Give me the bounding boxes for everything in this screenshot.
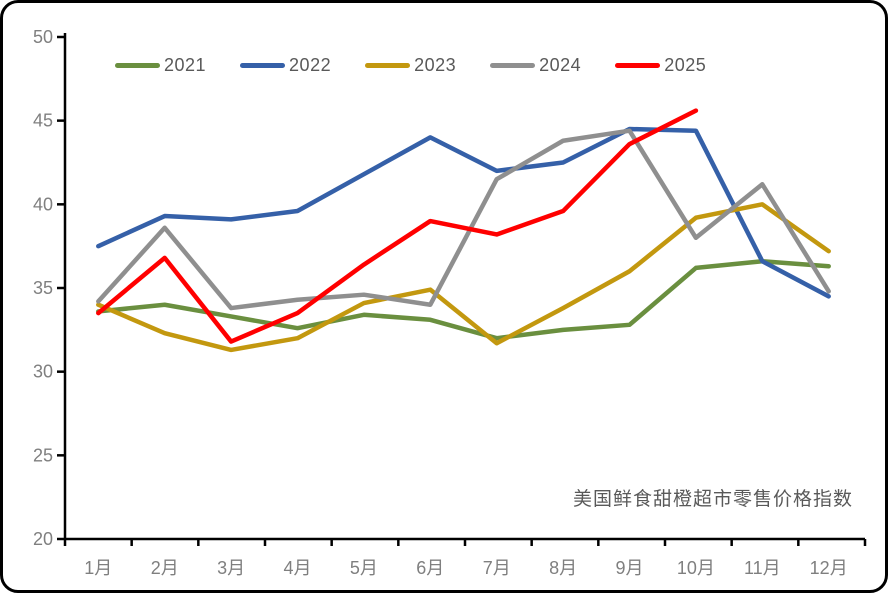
chart-legend: 2021 2022 2023 2024 2025 (115, 55, 706, 76)
x-tick-label: 3月 (217, 558, 245, 578)
legend-item-2023: 2023 (365, 55, 456, 76)
x-tick-label: 2月 (151, 558, 179, 578)
x-tick-label: 1月 (84, 558, 112, 578)
y-tick-label: 35 (33, 278, 53, 298)
legend-swatch-2025 (615, 63, 661, 68)
x-tick-label: 11月 (744, 558, 781, 578)
y-tick-label: 30 (33, 362, 53, 382)
legend-swatch-2024 (490, 63, 536, 68)
legend-label-2025: 2025 (664, 55, 707, 75)
legend-label-2021: 2021 (164, 55, 207, 75)
series-line-2021 (96, 258, 831, 341)
series-line-2024 (96, 128, 831, 311)
legend-label-2023: 2023 (414, 55, 457, 75)
legend-item-2024: 2024 (490, 55, 581, 76)
x-tick-label: 9月 (615, 558, 643, 578)
x-tick-label: 8月 (549, 558, 577, 578)
x-tick-label: 10月 (677, 558, 715, 578)
series-line-2025 (96, 108, 699, 344)
x-tick-label: 5月 (350, 558, 378, 578)
legend-item-2022: 2022 (240, 55, 331, 76)
x-tick-label: 12月 (810, 558, 848, 578)
y-tick-label: 45 (33, 111, 53, 131)
chart-annotation: 美国鲜食甜橙超市零售价格指数 (572, 489, 853, 510)
y-tick-label: 50 (33, 27, 53, 47)
x-tick-label: 7月 (483, 558, 511, 578)
legend-swatch-2023 (365, 63, 411, 68)
y-tick-label: 40 (33, 194, 53, 214)
x-tick-label: 6月 (416, 558, 444, 578)
y-tick-label: 25 (33, 445, 53, 465)
legend-label-2022: 2022 (289, 55, 332, 75)
legend-swatch-2021 (115, 63, 160, 68)
x-tick-label: 4月 (283, 558, 311, 578)
legend-item-2021: 2021 (115, 55, 206, 76)
line-chart-plot-area: 50 45 40 35 30 25 20 1月 2月 3月 4月 5月 6月 7月 8月 9月 10月 11月 12… (33, 27, 867, 578)
legend-item-2025: 2025 (615, 55, 706, 76)
y-tick-label: 20 (33, 529, 53, 549)
legend-label-2024: 2024 (539, 55, 582, 75)
series-line-2022 (96, 126, 831, 299)
legend-swatch-2022 (240, 63, 286, 68)
series-line-2023 (96, 202, 831, 353)
